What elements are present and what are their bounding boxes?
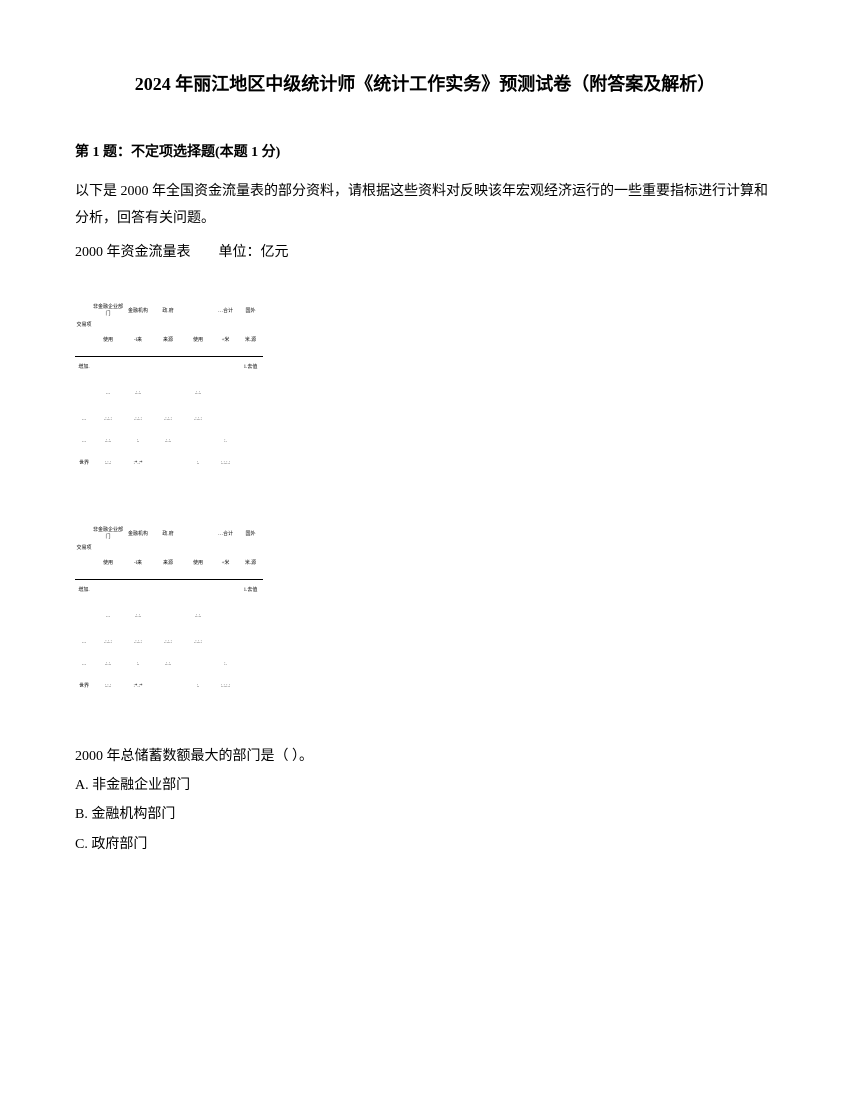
question-text: 2000 年总储蓄数额最大的部门是（ ）。: [75, 743, 775, 771]
cell: 使用: [183, 550, 213, 580]
cell: 1.去值: [238, 580, 263, 602]
cell: 米.源: [238, 327, 263, 357]
cell: .:.:.: [183, 602, 213, 632]
cell: :*.:*: [123, 676, 153, 698]
option-a: A. 非金融企业部门: [75, 771, 775, 800]
cell: 使用: [93, 550, 123, 580]
row-label: [75, 602, 93, 632]
cell: 非金融企业部门: [93, 520, 123, 550]
cell: .:.:.:: [183, 632, 213, 654]
row-label: [75, 379, 93, 409]
data-table-2: 交易项 非金融企业部门 金融机构 政.府 …合计 国外 使用 -l来 来源 使用…: [75, 520, 775, 698]
cell: 政.府: [153, 297, 183, 327]
row-label: 交易项: [75, 520, 93, 580]
intro-text: 以下是 2000 年全国资金流量表的部分资料，请根据这些资料对反映该年宏观经济运…: [75, 179, 775, 232]
cell: .:.:.:: [183, 409, 213, 431]
cell: 国外: [238, 520, 263, 550]
cell: :.: [183, 453, 213, 475]
cell: 使用: [183, 327, 213, 357]
cell: -l来: [123, 550, 153, 580]
row-label: …: [75, 431, 93, 453]
cell: 1.去值: [238, 357, 263, 379]
cell: 政.府: [153, 520, 183, 550]
cell: [183, 297, 213, 327]
cell: :.: [213, 431, 238, 453]
cell: …合计: [213, 297, 238, 327]
cell: 非金融企业部门: [93, 297, 123, 327]
row-label: …: [75, 632, 93, 654]
cell: .:.:.: [153, 654, 183, 676]
cell: …合计: [213, 520, 238, 550]
cell: …: [93, 379, 123, 409]
cell: .:.:.: [93, 431, 123, 453]
cell: :.:.:: [93, 453, 123, 475]
question-header: 第 1 题：不定项选择题(本题 1 分): [75, 141, 775, 161]
cell: 来源: [153, 327, 183, 357]
cell: .:.:.:: [93, 632, 123, 654]
cell: …: [93, 602, 123, 632]
option-c: C. 政府部门: [75, 830, 775, 859]
page-title: 2024 年丽江地区中级统计师《统计工作实务》预测试卷（附答案及解析）: [75, 70, 775, 96]
cell: 米.源: [238, 550, 263, 580]
cell: :.:.:.:: [213, 676, 238, 698]
cell: .:.:.: [123, 602, 153, 632]
cell: 国外: [238, 297, 263, 327]
cell: :.: [213, 654, 238, 676]
row-label: 世界: [75, 676, 93, 698]
row-label: …: [75, 654, 93, 676]
cell: :.: [183, 676, 213, 698]
cell: .:.:.:: [153, 632, 183, 654]
cell: 使用: [93, 327, 123, 357]
row-label: 增加.: [75, 357, 93, 379]
cell: :*.:*: [123, 453, 153, 475]
cell: .:.:.:: [93, 409, 123, 431]
cell: :.:.:.:: [213, 453, 238, 475]
cell: .:.:.: [153, 431, 183, 453]
cell: .:.:.:: [153, 409, 183, 431]
cell: :.: [123, 654, 153, 676]
row-label: 交易项: [75, 297, 93, 357]
cell: +米: [213, 327, 238, 357]
cell: :.:.:: [93, 676, 123, 698]
row-label: 增加.: [75, 580, 93, 602]
data-table-1: 交易项 非金融企业部门 金融机构 政.府 …合计 国外 使用 -l来 来源 使用…: [75, 297, 775, 475]
cell: .:.:.: [123, 379, 153, 409]
cell: [183, 520, 213, 550]
cell: +米: [213, 550, 238, 580]
cell: 金融机构: [123, 297, 153, 327]
row-label: 世界: [75, 453, 93, 475]
row-label: …: [75, 409, 93, 431]
cell: 来源: [153, 550, 183, 580]
cell: .:.:.: [183, 379, 213, 409]
option-b: B. 金融机构部门: [75, 800, 775, 829]
unit-line: 2000 年资金流量表 单位：亿元: [75, 240, 775, 267]
cell: .:.:.: [93, 654, 123, 676]
cell: .:.:.:: [123, 632, 153, 654]
cell: .:.:.:: [123, 409, 153, 431]
cell: 金融机构: [123, 520, 153, 550]
cell: :.: [123, 431, 153, 453]
cell: -l来: [123, 327, 153, 357]
